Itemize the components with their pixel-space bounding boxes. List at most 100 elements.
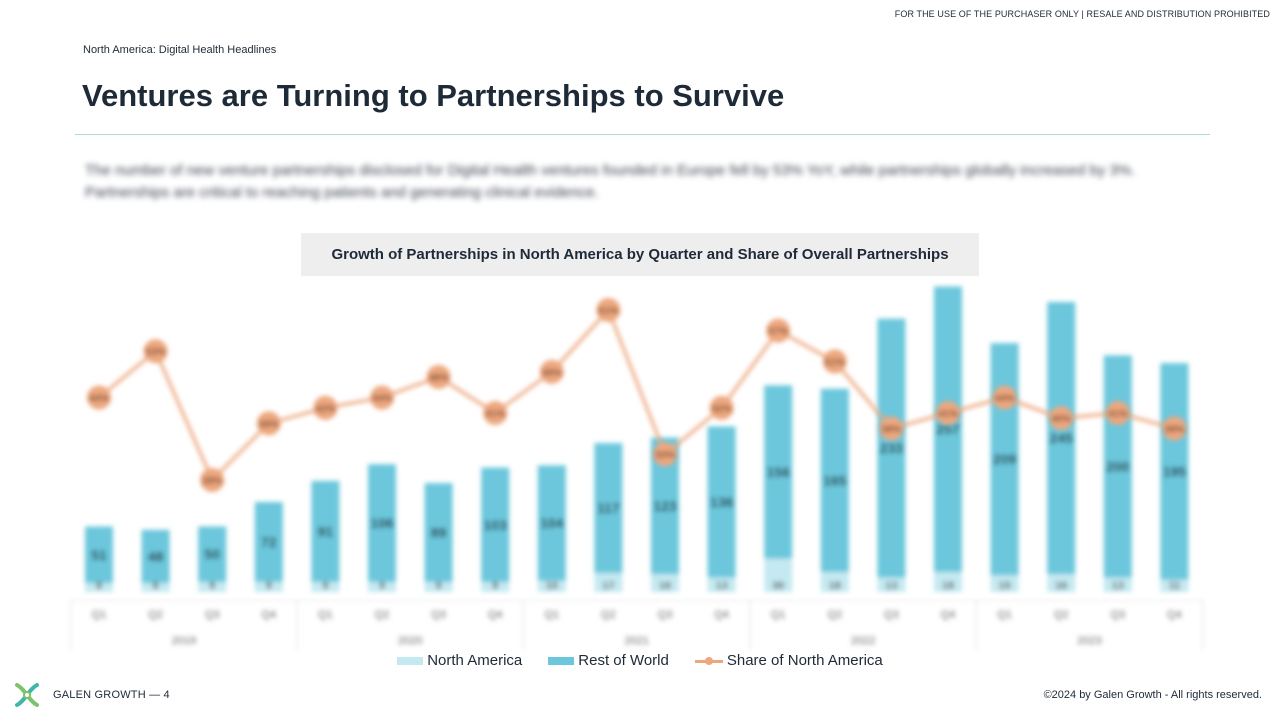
bar-label-north-america: 30	[772, 580, 784, 592]
legend-swatch-share-line	[694, 656, 723, 666]
bar-north-america	[651, 574, 679, 592]
bar-rest-of-world	[820, 388, 849, 572]
bar-rest-of-world	[707, 426, 736, 578]
x-tick-label: Q2	[601, 609, 616, 621]
share-point	[143, 339, 168, 364]
title-divider	[75, 134, 1210, 135]
share-point	[539, 359, 564, 384]
bar-label-north-america: 13	[885, 580, 897, 592]
bar-label-north-america: 8	[153, 580, 159, 592]
bar-rest-of-world	[85, 526, 113, 584]
share-point	[766, 318, 791, 343]
share-point-label: 57%	[768, 327, 788, 338]
bar-label-north-america: 10	[546, 580, 558, 592]
bar-label-rest-of-world: 209	[993, 451, 1017, 467]
bar-north-america	[141, 583, 170, 592]
bar-north-america	[934, 572, 962, 592]
bar-label-north-america: 18	[829, 580, 841, 592]
bar-rest-of-world	[424, 483, 453, 582]
bar-label-north-america: 18	[942, 580, 954, 592]
page-title: Ventures are Turning to Partnerships to …	[82, 78, 785, 113]
legend-label-rest-of-world: Rest of World	[578, 652, 669, 669]
share-point-label: 61%	[598, 306, 618, 317]
bar-rest-of-world	[1047, 302, 1076, 575]
bar-rest-of-world	[1103, 355, 1132, 578]
bar-label-rest-of-world: 117	[597, 500, 620, 516]
share-point-label: 49%	[542, 368, 562, 379]
x-year-label: 2019	[172, 635, 196, 647]
legend-label-north-america: North America	[427, 652, 523, 669]
x-tick-label: Q4	[714, 609, 729, 621]
bar-north-america	[707, 577, 736, 592]
x-tick-label: Q3	[431, 609, 446, 621]
bars-layer: 8 51 8 48 9 50 9 72 9 91 9 106 9 89 9 103 10 104 17 117 16 12…	[85, 286, 1189, 592]
x-tick-label: Q3	[884, 609, 899, 621]
x-tick-label: Q1	[318, 609, 333, 621]
share-point-label: 41%	[938, 409, 958, 420]
bar-label-rest-of-world: 136	[710, 494, 734, 510]
share-point	[256, 411, 281, 436]
section-label: North America: Digital Health Headlines	[83, 44, 277, 56]
x-tick-label: Q3	[658, 609, 673, 621]
share-point-label: 40%	[1051, 414, 1071, 425]
bar-label-north-america: 17	[602, 580, 614, 592]
share-point-label: 33%	[655, 450, 675, 461]
bar-label-rest-of-world: 91	[318, 523, 334, 539]
share-point	[426, 364, 451, 389]
share-point-label: 44%	[372, 394, 392, 405]
x-axis-layer: Q1 Q2 Q3 Q4 Q1 Q2 Q3 Q4 Q1 Q2 Q3 Q4 Q1 Q2 Q3 Q4 Q1 Q2 Q3 Q4…	[70, 599, 1204, 650]
bar-rest-of-world	[1160, 363, 1189, 580]
bar-label-rest-of-world: 165	[823, 472, 847, 488]
legend-swatch-north-america	[397, 656, 424, 665]
bar-label-north-america: 9	[379, 580, 385, 592]
x-tick-label: Q4	[1167, 609, 1182, 621]
share-point-label: 48%	[429, 373, 449, 384]
share-point-label: 28%	[202, 476, 222, 487]
share-line-layer: 44% 53% 28% 39% 42% 44% 48% 41% 49% 61% 33% 42% 57% 5…	[87, 298, 1187, 492]
share-point-label: 41%	[1108, 409, 1128, 420]
bar-rest-of-world	[934, 286, 962, 572]
bar-rest-of-world	[651, 437, 679, 575]
share-point-label: 53%	[146, 347, 166, 358]
bar-rest-of-world	[254, 502, 283, 582]
bar-north-america	[198, 582, 227, 592]
bar-label-rest-of-world: 106	[370, 515, 394, 531]
x-tick-label: Q4	[941, 609, 956, 621]
share-point	[879, 416, 904, 441]
bar-label-rest-of-world: 89	[431, 525, 447, 541]
bar-north-america	[594, 573, 623, 592]
galen-growth-logo-icon	[15, 683, 39, 707]
bar-label-north-america: 9	[492, 580, 498, 592]
chart-title: Growth of Partnerships in North America …	[331, 246, 949, 263]
bar-label-rest-of-world: 257	[936, 421, 960, 437]
x-tick-label: Q1	[997, 609, 1012, 621]
share-point	[1162, 416, 1187, 441]
bar-rest-of-world	[764, 385, 793, 559]
bar-north-america	[368, 582, 396, 592]
x-year-label: 2022	[851, 635, 875, 647]
share-point-label: 38%	[1164, 424, 1184, 435]
bar-rest-of-world	[537, 465, 566, 581]
bar-rest-of-world	[990, 343, 1019, 576]
share-point	[709, 395, 734, 420]
x-tick-label: Q1	[771, 609, 786, 621]
share-point	[1049, 406, 1074, 431]
x-tick-label: Q2	[1054, 609, 1069, 621]
bar-north-america	[990, 575, 1019, 592]
share-point-label: 41%	[485, 409, 505, 420]
bar-label-north-america: 9	[266, 580, 272, 592]
x-year-label: 2020	[398, 635, 422, 647]
bar-label-north-america: 16	[1055, 580, 1067, 592]
x-tick-label: Q2	[148, 609, 163, 621]
legend-label-share: Share of North America	[726, 652, 883, 669]
x-year-label: 2021	[624, 635, 648, 647]
bar-label-north-america: 13	[1112, 580, 1124, 592]
share-point	[936, 401, 960, 426]
x-tick-label: Q1	[544, 609, 559, 621]
bar-label-rest-of-world: 104	[540, 515, 564, 531]
share-point	[87, 385, 111, 410]
bar-label-rest-of-world: 200	[1106, 458, 1130, 474]
share-point	[483, 401, 508, 426]
summary-text: The number of new venture partnerships d…	[85, 162, 1136, 201]
